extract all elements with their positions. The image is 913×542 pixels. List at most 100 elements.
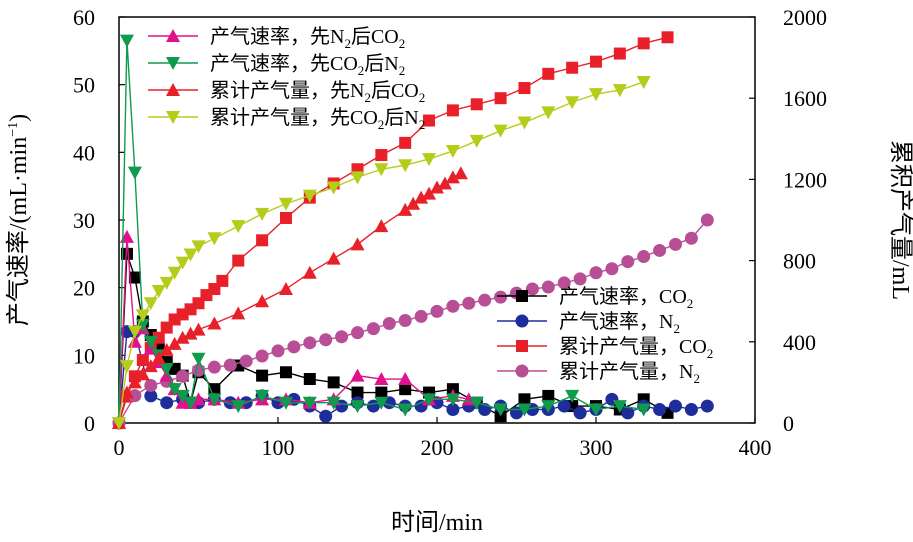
data-point — [119, 34, 134, 48]
data-point — [661, 31, 674, 44]
data-point — [517, 116, 532, 130]
data-point — [669, 237, 682, 251]
data-point — [590, 55, 602, 68]
data-point — [255, 294, 270, 308]
y-right-tick-label: 400 — [783, 330, 816, 355]
data-point — [446, 402, 460, 416]
data-point — [119, 229, 134, 243]
y-right-tick-label: 1200 — [783, 167, 827, 192]
data-point — [573, 406, 587, 420]
series-6 — [112, 166, 468, 429]
data-point — [271, 344, 285, 358]
data-point — [422, 393, 437, 407]
data-point — [191, 392, 206, 406]
data-point — [287, 340, 301, 354]
data-point — [700, 399, 714, 413]
data-point — [573, 272, 587, 286]
data-point — [175, 330, 190, 344]
data-point — [382, 317, 396, 331]
data-point — [319, 333, 333, 347]
y-right-tick-label: 0 — [783, 411, 794, 436]
series-7 — [112, 75, 651, 430]
y-left-tick-label: 50 — [73, 73, 95, 98]
data-point — [605, 262, 619, 276]
data-point — [589, 88, 603, 102]
data-point — [557, 276, 571, 290]
legend-label: 产气速率，CO2 — [559, 285, 693, 311]
y-right-tick-label: 2000 — [783, 5, 827, 30]
data-point — [239, 354, 253, 368]
y-left-tick-label: 40 — [73, 140, 95, 165]
data-point — [398, 372, 413, 386]
legend-entry: 累计产气量，CO2 — [497, 335, 713, 361]
data-point — [493, 403, 508, 417]
data-point — [303, 336, 317, 350]
legend-entry: 累计产气量，N2 — [497, 360, 700, 386]
data-point — [565, 96, 580, 110]
y-right-tick-label: 1600 — [783, 86, 827, 111]
series-5 — [112, 34, 651, 430]
data-point — [446, 299, 460, 313]
data-point — [422, 186, 437, 200]
y-left-tick-label: 60 — [73, 5, 95, 30]
data-point — [159, 342, 174, 356]
data-point — [494, 92, 507, 105]
legend-entry: 产气速率，N2 — [497, 310, 680, 336]
data-point — [351, 326, 364, 340]
data-point — [398, 159, 413, 173]
legend-label: 产气速率，先N2后CO2 — [210, 25, 405, 51]
data-point — [183, 396, 198, 410]
y-right-tick-label: 800 — [783, 249, 816, 274]
legend-label: 产气速率，N2 — [559, 310, 680, 336]
data-point — [525, 282, 539, 296]
data-point — [542, 67, 555, 80]
legend-label: 产气速率，先CO2后N2 — [210, 52, 405, 78]
data-point — [653, 402, 667, 416]
data-point — [176, 369, 190, 383]
data-point — [374, 219, 389, 233]
data-point — [399, 136, 412, 149]
data-point — [191, 322, 206, 336]
data-point — [159, 362, 174, 376]
data-point — [128, 271, 141, 284]
data-point — [445, 170, 460, 184]
data-point — [399, 383, 412, 396]
data-point — [326, 181, 341, 195]
data-point — [151, 285, 166, 299]
data-point — [517, 403, 532, 417]
data-point — [302, 265, 317, 279]
data-point — [135, 309, 150, 323]
data-point — [518, 82, 531, 95]
data-point — [335, 330, 349, 344]
legend-marker — [166, 57, 180, 70]
data-point — [621, 406, 635, 420]
legend-entry: 产气速率，先CO2后N2 — [148, 52, 405, 78]
data-point — [143, 297, 158, 311]
data-point — [183, 248, 198, 262]
data-point — [167, 336, 182, 350]
data-point — [326, 251, 341, 265]
data-point — [469, 396, 484, 410]
data-point — [143, 335, 158, 349]
x-tick-label: 0 — [114, 435, 125, 460]
data-point — [231, 220, 246, 234]
y-left-tick-label: 20 — [73, 276, 95, 301]
data-point — [256, 369, 269, 382]
data-point — [398, 313, 412, 327]
data-point — [493, 124, 508, 138]
data-point — [566, 61, 579, 74]
data-point — [278, 396, 293, 410]
y-left-axis-label: 产气速率/(mL·min−1) — [5, 114, 32, 326]
data-point — [302, 189, 317, 203]
legend-entry: 产气速率，先N2后CO2 — [148, 25, 405, 51]
data-point — [175, 389, 190, 403]
data-point — [303, 373, 316, 386]
data-point — [494, 290, 508, 304]
data-point — [423, 114, 436, 127]
data-point — [684, 402, 698, 416]
legend-entry: 产气速率，CO2 — [497, 285, 693, 311]
legend-label: 累计产气量，先CO2后N2 — [210, 106, 425, 132]
data-point — [375, 386, 388, 399]
data-point — [160, 396, 174, 410]
data-point — [159, 276, 174, 290]
